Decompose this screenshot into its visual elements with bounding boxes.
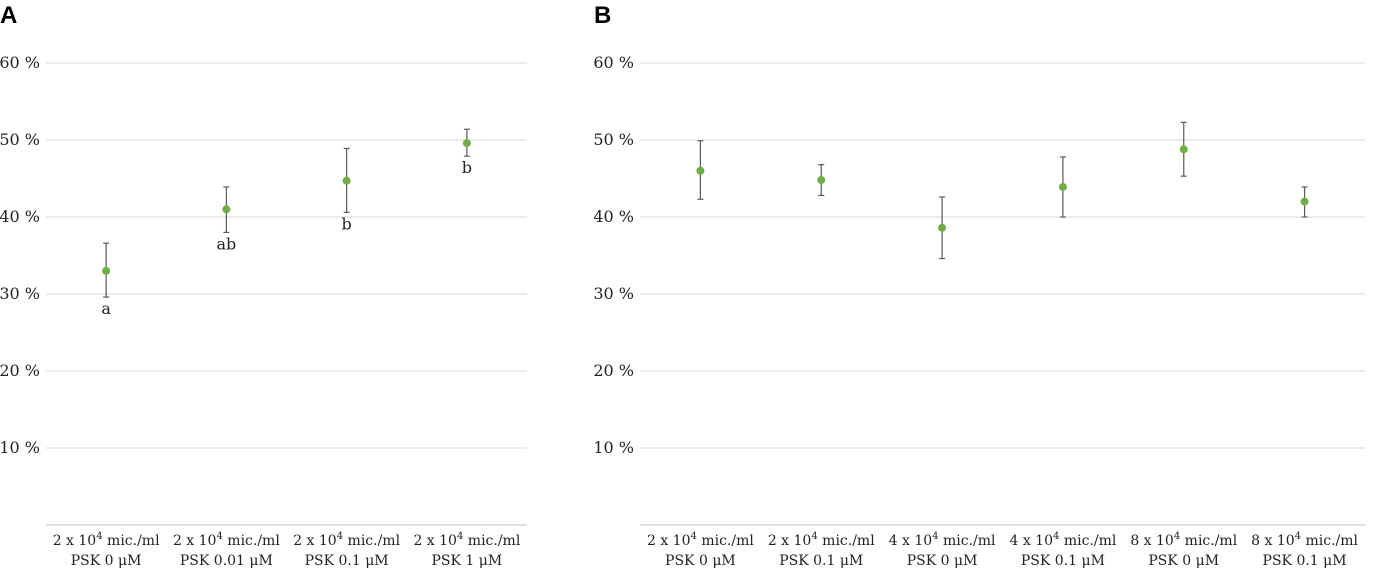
chart-panel-b: B 10 % 20 % 30 % 40 % 50 % 60 % 2 x 104 mic./ml…	[593, 2, 1365, 569]
data-point	[102, 266, 111, 275]
data-point	[1179, 145, 1188, 154]
x-category-label: 2 x 104 mic./ml	[293, 531, 400, 549]
x-category-label: 2 x 104 mic./ml	[53, 531, 160, 549]
significance-label: a	[101, 299, 111, 318]
y-tick-label: 20 %	[0, 361, 40, 380]
x-category-label: 2 x 104 mic./ml	[413, 531, 520, 549]
panel-label: A	[0, 2, 17, 29]
y-tick-label: 40 %	[593, 207, 634, 226]
data-point	[1300, 197, 1309, 206]
y-tick-label: 10 %	[593, 438, 634, 457]
x-category-label-line2: PSK 0 μM	[907, 553, 978, 569]
chart-panel-a: A 10 % 20 % 30 % 40 % 50 % 60 % 2 x 104 mic./ml…	[0, 2, 527, 569]
x-category-label-line2: PSK 0 μM	[1148, 553, 1219, 569]
significance-label: b	[342, 214, 352, 233]
panel-label: B	[594, 2, 611, 29]
y-tick-label: 60 %	[0, 53, 40, 72]
x-category-label: 8 x 104 mic./ml	[1251, 531, 1358, 549]
x-category-label: 4 x 104 mic./ml	[889, 531, 996, 549]
x-category-label-line2: PSK 1 μM	[432, 553, 503, 569]
x-category-label: 4 x 104 mic./ml	[1009, 531, 1116, 549]
x-category-label: 8 x 104 mic./ml	[1130, 531, 1237, 549]
x-category-label: 2 x 104 mic./ml	[768, 531, 875, 549]
significance-label: b	[462, 158, 472, 177]
y-tick-label: 20 %	[593, 361, 634, 380]
x-category-label-line2: PSK 0 μM	[665, 553, 736, 569]
x-category-label-line2: PSK 0.01 μM	[180, 553, 273, 569]
y-tick-label: 60 %	[593, 53, 634, 72]
x-category-label-line2: PSK 0.1 μM	[1263, 553, 1347, 569]
y-tick-label: 40 %	[0, 207, 40, 226]
x-category-label-line2: PSK 0.1 μM	[779, 553, 863, 569]
x-category-label-line2: PSK 0 μM	[71, 553, 142, 569]
x-category-label: 2 x 104 mic./ml	[647, 531, 754, 549]
significance-label: ab	[216, 234, 236, 253]
data-point	[342, 176, 351, 185]
data-point	[222, 205, 231, 214]
y-tick-label: 50 %	[593, 130, 634, 149]
x-category-label-line2: PSK 0.1 μM	[1021, 553, 1105, 569]
y-tick-label: 30 %	[0, 284, 40, 303]
data-point	[462, 139, 471, 148]
x-category-label-line2: PSK 0.1 μM	[305, 553, 389, 569]
data-point	[696, 166, 705, 175]
data-point	[817, 176, 826, 185]
y-tick-label: 50 %	[0, 130, 40, 149]
data-point	[1058, 182, 1067, 191]
data-point	[938, 223, 947, 232]
y-tick-label: 10 %	[0, 438, 40, 457]
y-tick-label: 30 %	[593, 284, 634, 303]
x-category-label: 2 x 104 mic./ml	[173, 531, 280, 549]
